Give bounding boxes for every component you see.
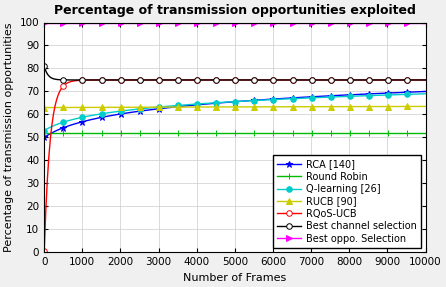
Q-learning [26] — [248, 99, 253, 102]
Round Robin — [414, 131, 419, 135]
Best channel selection — [423, 78, 428, 82]
Round Robin — [423, 131, 428, 135]
Best oppo. Selection — [41, 21, 47, 24]
RCA [140] — [354, 93, 359, 96]
RUCB [90] — [225, 105, 230, 109]
RCA [140] — [268, 98, 274, 101]
RUCB [90] — [423, 105, 428, 108]
Best oppo. Selection — [223, 21, 228, 24]
RUCB [90] — [354, 105, 359, 108]
RQoS-UCB — [414, 78, 420, 82]
Round Robin — [354, 131, 359, 135]
Legend: RCA [140], Round Robin, Q-learning [26], RUCB [90], RQoS-UCB, Best channel selec: RCA [140], Round Robin, Q-learning [26],… — [273, 155, 421, 248]
Best channel selection — [41, 65, 47, 68]
RCA [140] — [41, 136, 47, 139]
RCA [140] — [225, 100, 230, 104]
Round Robin — [41, 131, 47, 135]
Line: RCA [140]: RCA [140] — [41, 88, 429, 141]
Line: Best channel selection: Best channel selection — [41, 63, 428, 83]
RUCB [90] — [41, 106, 47, 109]
Line: Q-learning [26]: Q-learning [26] — [41, 91, 428, 133]
Best channel selection — [173, 78, 178, 82]
Best oppo. Selection — [414, 21, 419, 24]
Line: Round Robin: Round Robin — [41, 129, 429, 136]
Round Robin — [225, 131, 230, 135]
Q-learning [26] — [414, 92, 419, 96]
Best channel selection — [223, 78, 229, 82]
Line: RQoS-UCB: RQoS-UCB — [41, 77, 428, 254]
Q-learning [26] — [354, 94, 359, 98]
Q-learning [26] — [423, 92, 428, 96]
RCA [140] — [423, 90, 428, 93]
Best oppo. Selection — [248, 21, 253, 24]
RUCB [90] — [414, 105, 419, 108]
Best channel selection — [269, 78, 275, 82]
RUCB [90] — [223, 105, 228, 109]
Q-learning [26] — [225, 100, 230, 104]
Best channel selection — [248, 78, 254, 82]
RQoS-UCB — [269, 78, 275, 82]
RQoS-UCB — [355, 78, 360, 82]
Round Robin — [268, 131, 274, 135]
Best oppo. Selection — [268, 21, 274, 24]
Round Robin — [223, 131, 228, 135]
RQoS-UCB — [256, 78, 262, 82]
RUCB [90] — [248, 105, 253, 108]
RQoS-UCB — [223, 78, 228, 82]
Best channel selection — [355, 78, 360, 82]
Y-axis label: Percentage of transmission opportunities: Percentage of transmission opportunities — [4, 23, 14, 252]
Q-learning [26] — [223, 100, 228, 104]
X-axis label: Number of Frames: Number of Frames — [183, 273, 286, 283]
RQoS-UCB — [423, 78, 428, 82]
RCA [140] — [223, 101, 228, 104]
Best oppo. Selection — [354, 21, 359, 24]
Title: Percentage of transmission opportunities exploited: Percentage of transmission opportunities… — [54, 4, 416, 17]
Best channel selection — [414, 78, 420, 82]
RUCB [90] — [268, 105, 274, 108]
RQoS-UCB — [41, 250, 47, 253]
Best oppo. Selection — [225, 21, 230, 24]
Round Robin — [248, 131, 253, 135]
Q-learning [26] — [41, 129, 47, 132]
Best channel selection — [226, 78, 231, 82]
RQoS-UCB — [248, 78, 253, 82]
RCA [140] — [414, 90, 419, 94]
Line: RUCB [90]: RUCB [90] — [41, 104, 428, 110]
Line: Best oppo. Selection: Best oppo. Selection — [41, 19, 429, 26]
RCA [140] — [248, 99, 253, 102]
RQoS-UCB — [225, 78, 230, 82]
Best oppo. Selection — [423, 21, 428, 24]
Q-learning [26] — [268, 98, 274, 101]
